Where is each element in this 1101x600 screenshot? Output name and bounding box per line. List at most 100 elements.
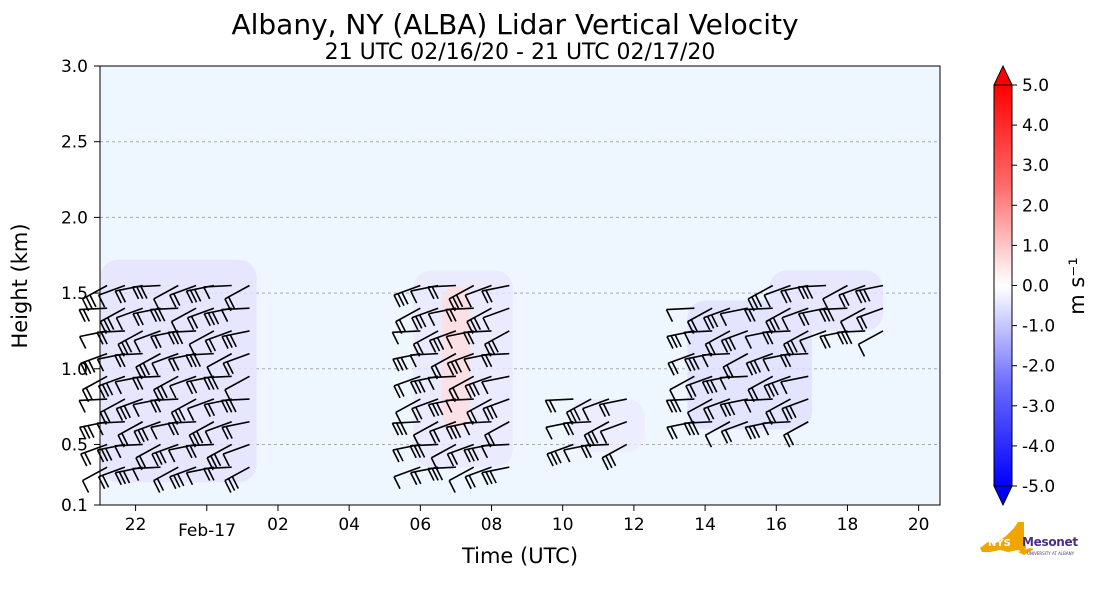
wind-barb <box>427 284 456 300</box>
barb-staff <box>705 421 731 436</box>
barb-flag <box>117 343 125 357</box>
barb-flag <box>754 294 763 308</box>
wind-barb <box>186 398 215 421</box>
barb-staff <box>188 421 215 436</box>
colorbar-tick-label: -3.0 <box>1022 397 1055 417</box>
wind-barb <box>97 375 126 399</box>
barb-flag <box>142 362 151 376</box>
wind-barb <box>411 307 439 331</box>
barb-flag <box>204 340 213 353</box>
wind-barb <box>395 307 421 334</box>
barb-staff <box>430 352 457 368</box>
barb-flag <box>436 337 445 350</box>
wind-barb <box>224 375 250 403</box>
wind-barb <box>747 284 774 312</box>
barb-flag <box>153 298 161 312</box>
barb-flag <box>185 381 194 395</box>
barb-flag <box>427 286 435 300</box>
barb-flag <box>220 400 229 413</box>
wind-barb <box>133 330 161 353</box>
x-tick-label: 16 <box>765 515 787 535</box>
wind-barb <box>204 330 232 353</box>
y-tick-label: 3.0 <box>61 57 88 77</box>
barb-flag <box>468 474 476 488</box>
wind-barb <box>224 466 250 493</box>
barb-flag <box>822 309 831 322</box>
colorbar-tick-label: -5.0 <box>1022 477 1055 497</box>
barb-flag <box>167 358 176 372</box>
wind-barb <box>744 420 773 440</box>
wind-barb <box>391 330 421 345</box>
barb-staff <box>687 398 713 414</box>
barb-flag <box>781 408 789 421</box>
barb-flag <box>414 380 422 394</box>
barb-flag <box>158 308 166 322</box>
barb-flag <box>135 366 143 380</box>
barb-flag <box>450 361 459 375</box>
barb-flag <box>772 317 781 330</box>
barb-staff <box>481 375 510 383</box>
wind-barb <box>702 398 731 421</box>
wind-barb <box>686 307 713 334</box>
wind-barb <box>480 443 510 459</box>
wind-barb <box>222 443 250 467</box>
barb-flag <box>156 387 165 401</box>
barb-flag <box>563 449 571 463</box>
barb-flag <box>413 445 422 458</box>
wind-barb <box>818 307 848 322</box>
barb-staff <box>96 420 125 424</box>
barb-flag <box>103 319 111 332</box>
barb-flag <box>768 410 777 423</box>
barb-flag <box>453 425 462 438</box>
barb-flag <box>598 404 607 417</box>
wind-barb <box>448 466 475 493</box>
barb-flag <box>114 354 122 368</box>
barb-flag <box>80 453 88 467</box>
barb-flag <box>435 467 444 481</box>
barb-flag <box>132 313 140 327</box>
barb-flag <box>207 312 216 326</box>
barb-flag <box>464 385 472 399</box>
barb-flag <box>859 316 868 329</box>
wind-barb <box>430 352 457 380</box>
barb-flag <box>203 377 211 391</box>
barb-flag <box>186 317 195 331</box>
barb-flag <box>838 294 846 308</box>
barb-staff <box>117 421 144 436</box>
wind-barb <box>839 307 866 334</box>
barb-staff <box>840 307 866 323</box>
barb-flag <box>114 290 122 304</box>
barb-staff <box>135 443 161 459</box>
wind-barb <box>114 443 143 459</box>
barb-flag <box>222 362 230 376</box>
barb-flag <box>674 399 682 413</box>
barb-flag <box>186 408 195 421</box>
echo-regions <box>100 259 884 483</box>
barb-flag <box>114 445 122 459</box>
wind-barb <box>203 375 232 391</box>
barb-staff <box>763 284 791 296</box>
barb-flag <box>396 448 404 462</box>
wind-barb <box>224 284 250 312</box>
barb-flag <box>169 385 177 399</box>
barb-flag <box>669 389 677 403</box>
barb-flag <box>156 478 165 491</box>
wind-barb <box>446 352 475 376</box>
barb-flag <box>208 338 217 352</box>
barb-flag <box>150 336 158 349</box>
wind-barb <box>81 466 108 493</box>
barb-staff <box>445 398 474 402</box>
barb-flag <box>752 425 761 438</box>
barb-flag <box>701 354 709 368</box>
wind-barb <box>445 307 474 322</box>
barb-flag <box>135 457 143 471</box>
barb-flag <box>131 468 140 481</box>
barb-flag <box>747 298 755 312</box>
wind-barb <box>117 421 144 448</box>
barb-flag <box>704 434 713 448</box>
barb-flag <box>393 476 401 490</box>
wind-barb <box>80 443 108 467</box>
barb-flag <box>192 432 200 446</box>
barb-flag <box>468 384 476 397</box>
wind-barb <box>822 284 848 312</box>
